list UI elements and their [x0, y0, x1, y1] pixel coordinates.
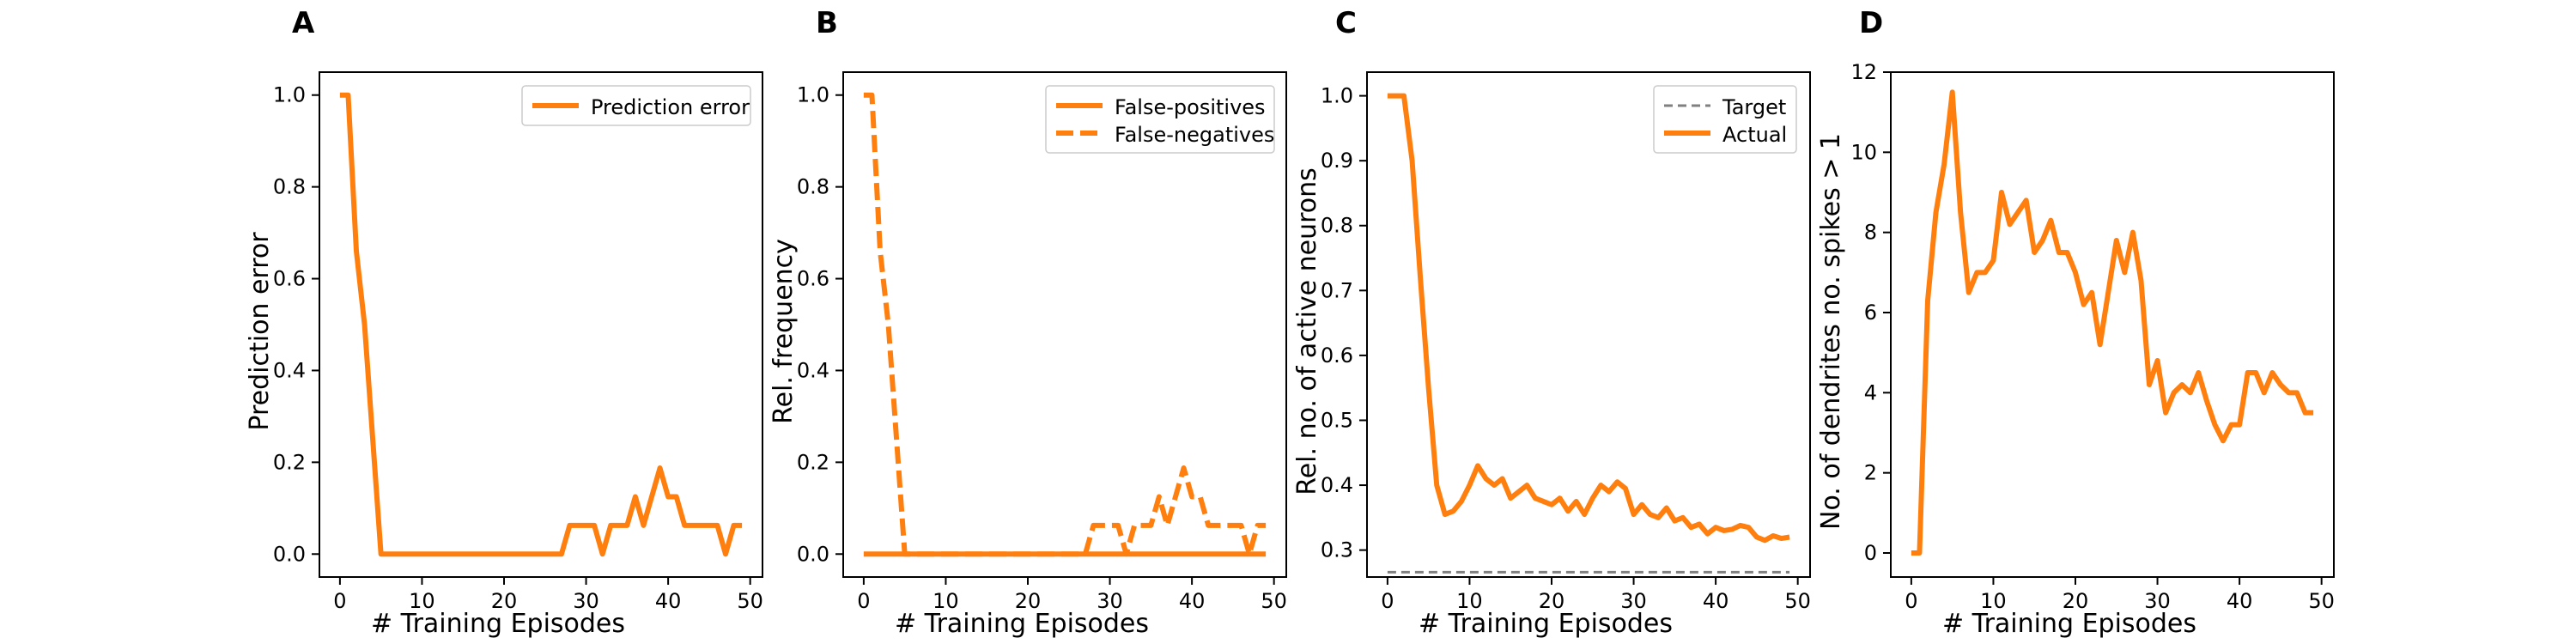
x-tick-label-20-a: 20 [491, 589, 518, 613]
y-tick-label-0-9-c: 0.9 [1321, 149, 1353, 173]
legend-box-c [1653, 85, 1797, 154]
y-tick-label-0-6-b: 0.6 [797, 267, 829, 291]
x-tick-label-30-b: 30 [1097, 589, 1123, 613]
x-tick-label-10-a: 10 [409, 589, 435, 613]
panel-label-a: A [292, 6, 315, 40]
legend-c: Target Actual [1653, 85, 1797, 154]
axes-frame-b [842, 71, 1287, 578]
y-axis-label-d: No. of dendrites no. spikes > 1 [1816, 133, 1846, 530]
axes-frame-d [1890, 71, 2335, 578]
y-tick-label-1-0-a: 1.0 [273, 83, 306, 107]
y-tick-label-0-4-a: 0.4 [273, 358, 306, 382]
x-axis-label-d: # Training Episodes [1942, 609, 2196, 639]
y-tick-label-1-0-b: 1.0 [797, 83, 829, 107]
plot-a: 0 10 20 30 40 50 0.0 0.2 0.4 0.6 0.8 1.0 [273, 71, 763, 613]
legend-b: False-positives False-negatives [1045, 85, 1275, 154]
legend-box-b [1045, 85, 1275, 154]
y-tick-label-0-3-c: 0.3 [1321, 538, 1353, 562]
x-tick-label-30-d: 30 [2144, 589, 2171, 613]
y-tick-label-2-d: 2 [1864, 461, 1877, 485]
y-tick-label-4-d: 4 [1864, 380, 1877, 404]
panel-c: C 0 10 20 30 40 50 0.3 0.4 0.5 0.6 0.7 0.8 0.9 1.0 # … [1292, 6, 1811, 639]
series-line-dendrites-d [1911, 89, 2314, 556]
x-tick-label-40-a: 40 [655, 589, 682, 613]
series-line-actual-c [1387, 93, 1790, 544]
legend-label-actual: Actual [1722, 123, 1787, 147]
x-tick-label-40-c: 40 [1703, 589, 1729, 613]
y-tick-label-0-0-b: 0.0 [797, 542, 829, 566]
x-tick-label-30-c: 30 [1620, 589, 1647, 613]
y-tick-label-0-d: 0 [1864, 541, 1877, 565]
y-axis-label-c: Rel. no. of active neurons [1292, 167, 1322, 495]
panel-d: D 0 10 20 30 40 50 0 2 4 6 8 10 12 # Training Episod… [1816, 6, 2335, 639]
axes-frame-a [319, 71, 763, 578]
plot-b: 0 10 20 30 40 50 0.0 0.2 0.4 0.6 0.8 1.0 [797, 71, 1287, 613]
panel-a: A 0 10 20 30 40 50 0.0 0.2 0.4 0.6 0.8 1.0 # Traini… [245, 6, 763, 639]
y-axis-label-b: Rel. frequency [769, 239, 799, 424]
x-tick-label-20-c: 20 [1539, 589, 1565, 613]
x-tick-label-0-b: 0 [857, 589, 870, 613]
panel-b: B 0 10 20 30 40 50 0.0 0.2 0.4 0.6 0.8 1.0 # Traini… [769, 6, 1287, 639]
panel-label-c: C [1335, 6, 1357, 40]
series-line-prediction-error-a [339, 92, 743, 557]
y-tick-label-1-0-c: 1.0 [1321, 84, 1353, 108]
y-tick-label-12-d: 12 [1850, 60, 1877, 84]
y-tick-label-0-6-c: 0.6 [1321, 343, 1353, 368]
y-tick-label-0-0-a: 0.0 [273, 542, 306, 566]
x-tick-label-0-c: 0 [1381, 589, 1394, 613]
y-tick-label-0-7-c: 0.7 [1321, 278, 1353, 302]
y-tick-label-0-2-b: 0.2 [797, 450, 829, 474]
x-tick-label-20-d: 20 [2063, 589, 2089, 613]
panel-label-d: D [1859, 6, 1883, 40]
x-tick-label-40-b: 40 [1179, 589, 1206, 613]
y-tick-label-0-8-b: 0.8 [797, 175, 829, 199]
y-tick-label-0-8-c: 0.8 [1321, 214, 1353, 238]
y-tick-label-0-2-a: 0.2 [273, 450, 306, 474]
plot-d: 0 10 20 30 40 50 0 2 4 6 8 10 12 [1850, 60, 2335, 613]
y-tick-label-0-6-a: 0.6 [273, 267, 306, 291]
y-axis-label-a: Prediction error [245, 232, 275, 431]
legend-box-a [521, 85, 751, 126]
x-tick-label-40-d: 40 [2227, 589, 2253, 613]
x-tick-label-30-a: 30 [573, 589, 599, 613]
y-tick-label-8-d: 8 [1864, 221, 1877, 245]
x-axis-label-a: # Training Episodes [371, 609, 625, 639]
x-tick-label-0-d: 0 [1905, 589, 1917, 613]
x-tick-label-50-c: 50 [1784, 589, 1811, 613]
x-tick-label-10-b: 10 [933, 589, 959, 613]
x-tick-label-50-b: 50 [1261, 589, 1287, 613]
legend-label-false-negatives: False-negatives [1115, 123, 1274, 147]
x-tick-label-0-a: 0 [333, 589, 346, 613]
x-tick-label-20-b: 20 [1015, 589, 1042, 613]
panel-label-b: B [816, 6, 838, 40]
legend-label-false-positives: False-positives [1115, 95, 1266, 119]
plot-c: 0 10 20 30 40 50 0.3 0.4 0.5 0.6 0.7 0.8 0.9 1.0 [1321, 71, 1811, 613]
series-line-false-negatives-b [863, 92, 1267, 557]
x-tick-label-50-a: 50 [737, 589, 763, 613]
x-tick-label-50-d: 50 [2308, 589, 2335, 613]
legend-label-prediction-error: Prediction error [591, 95, 750, 119]
y-tick-label-6-d: 6 [1864, 301, 1877, 325]
legend-a: Prediction error [521, 85, 751, 126]
legend-label-target: Target [1722, 95, 1786, 119]
y-tick-label-0-8-a: 0.8 [273, 175, 306, 199]
x-tick-label-10-d: 10 [1980, 589, 2007, 613]
axes-frame-c [1366, 71, 1811, 578]
x-tick-label-10-c: 10 [1456, 589, 1483, 613]
x-axis-label-b: # Training Episodes [895, 609, 1149, 639]
x-axis-label-c: # Training Episodes [1419, 609, 1673, 639]
y-tick-label-0-4-c: 0.4 [1321, 473, 1353, 497]
y-tick-label-10-d: 10 [1850, 140, 1877, 164]
y-tick-label-0-5-c: 0.5 [1321, 408, 1353, 432]
y-tick-label-0-4-b: 0.4 [797, 358, 829, 382]
